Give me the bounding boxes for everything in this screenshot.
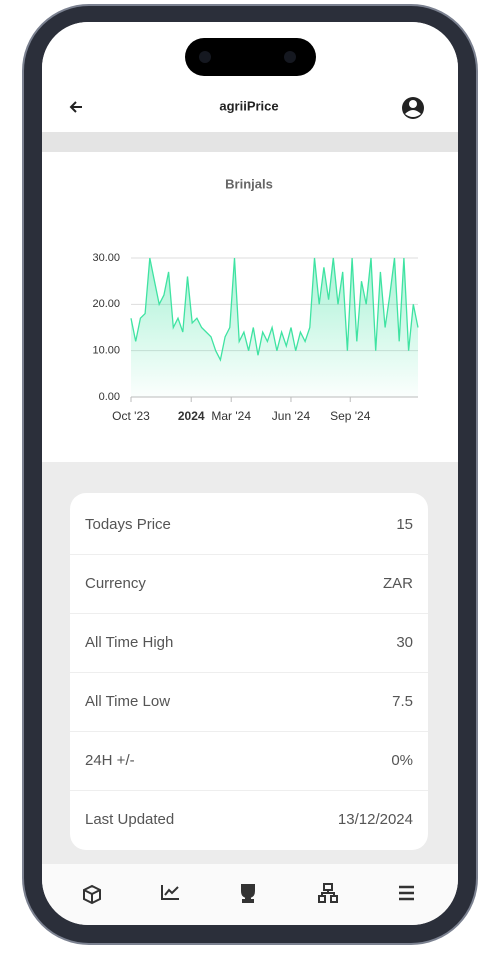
y-tick-label: 10.00 (92, 345, 120, 357)
x-tick-label: 2024 (178, 409, 205, 423)
nav-trophy[interactable] (241, 884, 255, 903)
nav-icons (83, 883, 414, 905)
x-tick-label: Jun '24 (272, 409, 311, 423)
header-shadow (42, 132, 458, 152)
stat-value: 13/12/2024 (338, 811, 413, 828)
y-tick-label: 20.00 (92, 298, 120, 310)
x-tick-label: Oct '23 (112, 409, 150, 423)
chart-title: Brinjals (225, 176, 273, 191)
stat-label: All Time Low (85, 693, 170, 710)
y-tick-label: 30.00 (92, 252, 120, 264)
profile-button[interactable] (402, 97, 424, 119)
stats-card (70, 493, 428, 850)
nav-network[interactable] (318, 883, 338, 903)
stat-value: 15 (396, 516, 413, 533)
x-tick-label: Sep '24 (330, 409, 371, 423)
stat-value: 30 (396, 634, 413, 651)
line (130, 257, 419, 362)
stat-value: ZAR (383, 575, 413, 592)
camera (199, 51, 211, 63)
stat-value: 7.5 (392, 693, 413, 710)
stat-value: 0% (391, 752, 413, 769)
nav-menu[interactable] (399, 885, 414, 901)
stat-label: Currency (85, 575, 146, 592)
sensor (284, 51, 296, 63)
nav-products[interactable] (83, 884, 101, 905)
dynamic-island (185, 38, 316, 76)
nav-charts[interactable] (161, 885, 179, 900)
stat-label: All Time High (85, 634, 173, 651)
area (131, 258, 418, 397)
y-tick-label: 0.00 (99, 391, 120, 403)
back-button[interactable] (69, 101, 82, 113)
app-title: agriiPrice (219, 98, 278, 113)
stat-label: Todays Price (85, 516, 171, 533)
stat-label: 24H +/- (85, 752, 135, 769)
x-tick-label: Mar '24 (211, 409, 251, 423)
stat-label: Last Updated (85, 811, 174, 828)
